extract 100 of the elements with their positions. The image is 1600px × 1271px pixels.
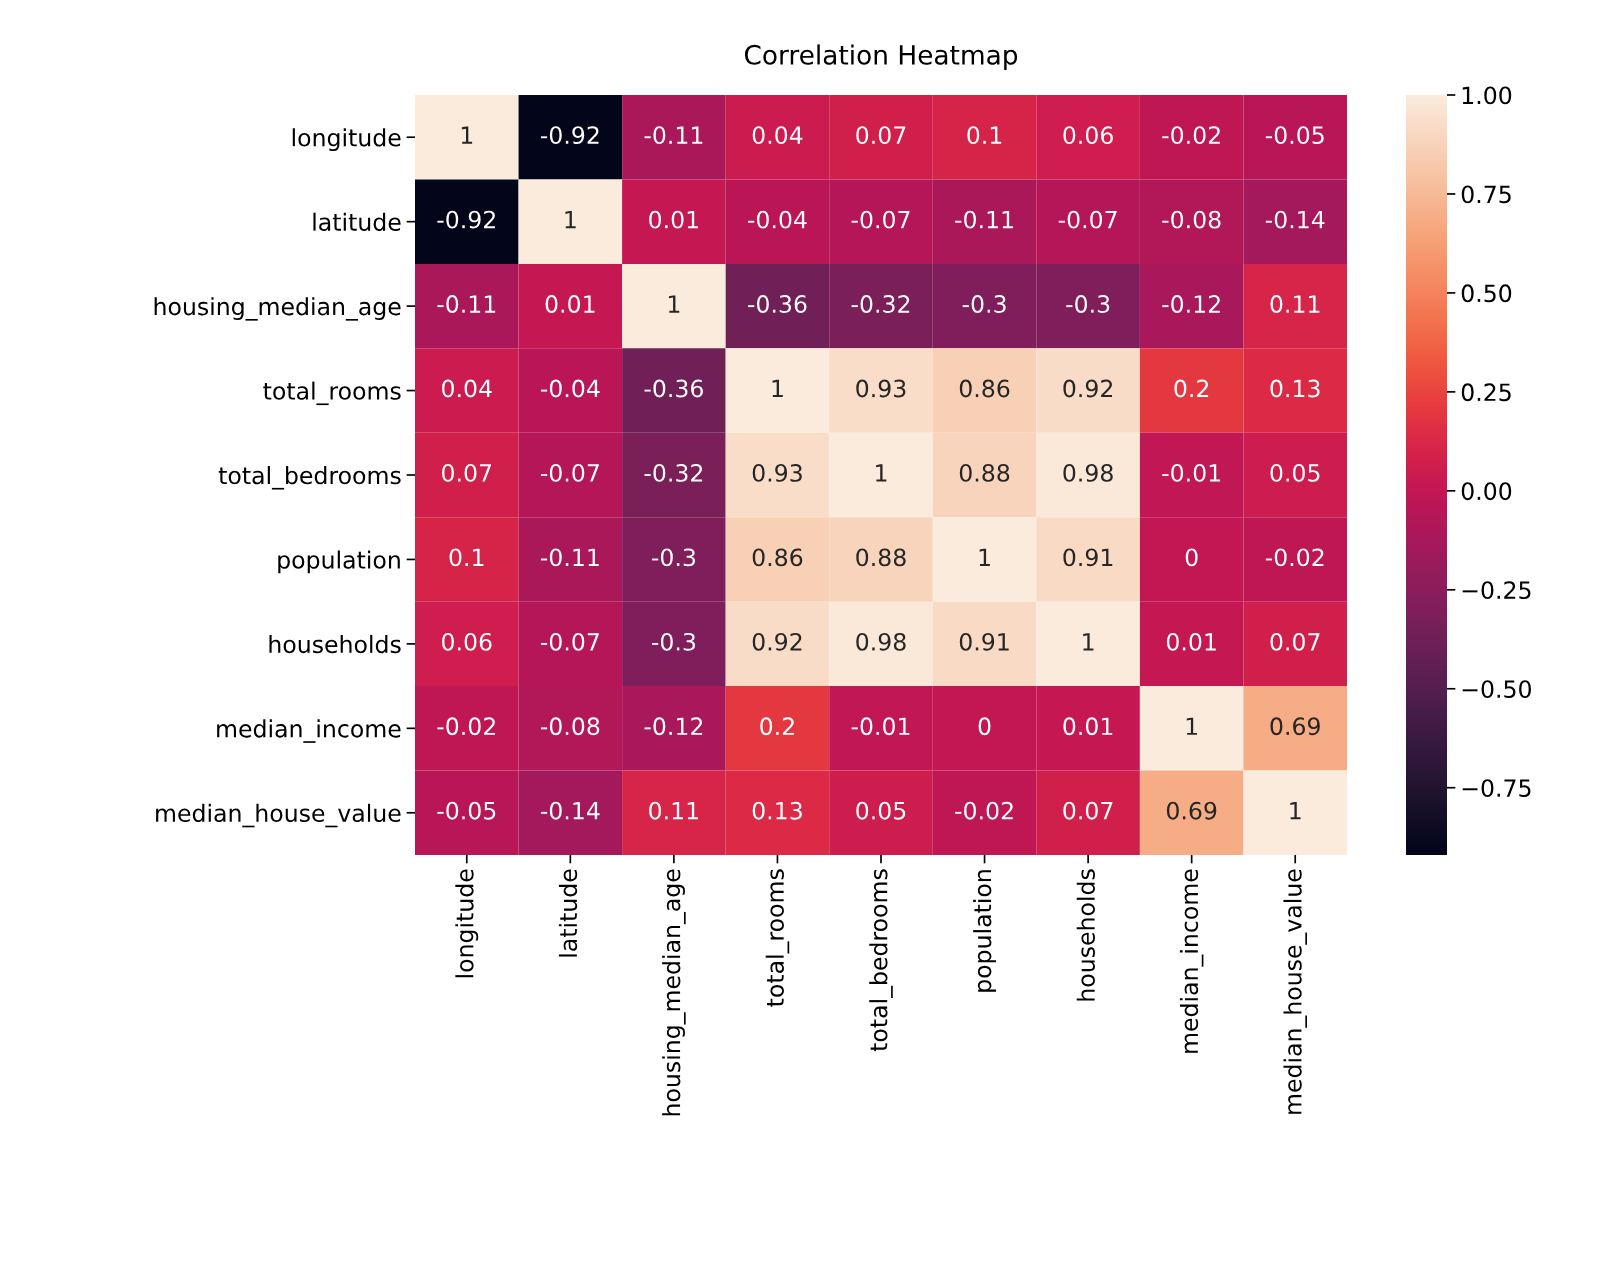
data-label: 1 (979, 548, 990, 566)
y-tick-label: housing_median_age (154, 297, 401, 321)
y-tick-label: households (269, 634, 401, 654)
data-label: 0.88 (856, 548, 906, 567)
data-label: -0.11 (644, 126, 703, 145)
data-label: 0.88 (959, 463, 1010, 482)
data-label: -0.14 (1265, 210, 1325, 229)
data-label: 0.05 (856, 801, 906, 820)
data-label: -0.12 (1162, 295, 1220, 313)
x-tick-label: total_rooms (765, 869, 790, 1007)
data-label: 0.04 (752, 126, 803, 145)
data-label: 0.86 (752, 548, 803, 567)
data-label: 0.92 (1063, 379, 1113, 398)
x-tick-label: longitude (455, 869, 479, 978)
data-label: -0.32 (851, 295, 910, 313)
data-label: 0.06 (442, 632, 492, 651)
y-tick-label: longitude (292, 128, 401, 152)
y-tick-label: total_rooms (263, 381, 401, 406)
data-label: -0.07 (540, 463, 599, 482)
data-label: 0.01 (649, 210, 698, 229)
data-label: -0.11 (955, 210, 1013, 229)
data-label: -0.92 (437, 210, 495, 229)
chart-title: Correlation Heatmap (744, 44, 1018, 70)
data-label: 0.69 (1270, 717, 1320, 736)
data-label: -0.05 (437, 801, 496, 820)
data-label: 0.1 (449, 548, 484, 567)
data-label: -0.04 (748, 210, 807, 229)
data-label: -0.92 (540, 126, 599, 145)
y-tick-label: median_house_value (156, 803, 401, 828)
data-label: 0.07 (442, 463, 492, 482)
data-label: 0.11 (649, 801, 698, 820)
data-label: -0.01 (1162, 463, 1221, 482)
color-bar-label: 0.00 (1461, 482, 1512, 501)
data-label: 0.01 (545, 295, 595, 313)
data-label: 0.92 (752, 632, 802, 651)
data-label: -0.07 (540, 632, 599, 651)
data-label: -0.02 (955, 801, 1013, 820)
data-label: -0.04 (540, 379, 600, 398)
color-bar-label: −0.25 (1462, 581, 1531, 600)
x-tick-label: latitude (558, 869, 578, 957)
y-tick-label: total_bedrooms (218, 466, 401, 490)
data-label: 1 (772, 379, 783, 398)
data-label: -0.36 (748, 295, 807, 313)
data-label: -0.02 (1162, 126, 1220, 145)
y-tick-label: median_income (217, 719, 401, 743)
data-label: -0.3 (962, 295, 1006, 313)
data-label: 0.13 (752, 801, 802, 820)
data-label: -0.08 (540, 717, 600, 736)
data-label: -0.07 (1058, 210, 1117, 229)
data-label: -0.05 (1265, 126, 1324, 145)
data-label: 0.1 (967, 126, 1002, 145)
color-bar-label: 0.25 (1461, 383, 1511, 402)
data-label: 0.98 (856, 632, 906, 651)
data-label: 0.98 (1063, 463, 1113, 482)
data-label: -0.08 (1162, 210, 1221, 229)
data-label: 0.93 (856, 379, 906, 398)
data-label: -0.3 (652, 548, 696, 567)
y-tick-label: population (278, 550, 400, 574)
data-label: 0.07 (1063, 801, 1113, 820)
data-label: -0.3 (652, 632, 696, 651)
data-label: -0.07 (851, 210, 910, 229)
data-label: -0.11 (540, 548, 599, 567)
data-label: -0.02 (437, 717, 495, 736)
data-label: 0.13 (1270, 379, 1320, 398)
data-label: 0.91 (1063, 548, 1113, 567)
y-tick-label: latitude (313, 212, 401, 231)
data-label: 1 (1083, 633, 1094, 651)
data-label: -0.11 (437, 295, 496, 313)
data-label: -0.01 (851, 717, 910, 736)
data-label: 0.06 (1063, 126, 1113, 145)
data-label: -0.3 (1066, 295, 1110, 313)
data-label: 1 (461, 126, 473, 144)
data-label: 0.07 (1270, 632, 1320, 651)
data-label: 1 (1290, 802, 1301, 820)
data-label: 0.69 (1166, 801, 1217, 820)
data-label: 0.91 (959, 632, 1009, 651)
data-label: 0.01 (1166, 632, 1216, 651)
data-label: 0 (1185, 548, 1198, 567)
x-tick-label: population (973, 870, 996, 992)
data-label: 1 (565, 210, 576, 229)
data-label: 0 (978, 717, 991, 736)
color-bar-label: 0.50 (1461, 284, 1512, 303)
x-tick-label: median_income (1179, 869, 1204, 1053)
data-label: 0.86 (959, 379, 1010, 398)
color-bar-label: 1.00 (1462, 86, 1512, 105)
data-label: 0.07 (856, 126, 906, 145)
color-bar-label: −0.50 (1462, 680, 1531, 699)
data-label: 0.05 (1270, 463, 1320, 482)
data-label: -0.36 (644, 379, 703, 398)
color-bar-label: −0.75 (1462, 779, 1531, 798)
data-label: 1 (1186, 717, 1197, 735)
data-label: 0.01 (1063, 717, 1113, 736)
data-label: -0.14 (540, 801, 600, 820)
data-label: 1 (668, 295, 680, 313)
data-label: 0.93 (752, 463, 802, 482)
x-tick-label: total_bedrooms (869, 869, 893, 1052)
data-label: 0.2 (760, 717, 794, 736)
x-tick-label: median_house_value (1283, 869, 1307, 1114)
data-label: 0.04 (442, 379, 492, 398)
data-label: -0.02 (1265, 548, 1324, 567)
